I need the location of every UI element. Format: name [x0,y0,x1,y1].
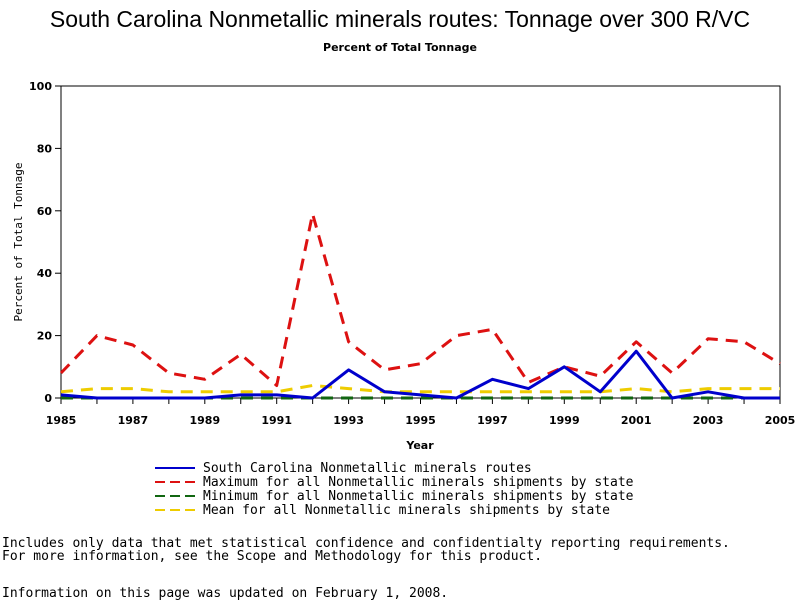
y-tick-label: 40 [37,267,53,280]
x-tick-label: 1985 [46,414,77,427]
y-tick-label: 60 [37,205,53,218]
x-tick-label: 1993 [333,414,364,427]
legend-item: Maximum for all Nonmetallic minerals shi… [155,475,633,489]
footnote-updated: Information on this page was updated on … [2,586,448,601]
legend-label: Mean for all Nonmetallic minerals shipme… [203,503,610,518]
legend-swatch [155,475,195,489]
x-tick-label: 2001 [621,414,652,427]
legend-item: Minimum for all Nonmetallic minerals shi… [155,489,633,503]
legend-item: South Carolina Nonmetallic minerals rout… [155,461,633,475]
x-tick-label: 1997 [477,414,508,427]
legend-swatch [155,503,195,517]
y-tick-label: 100 [29,80,52,93]
legend: South Carolina Nonmetallic minerals rout… [155,461,633,517]
x-tick-label: 2003 [693,414,724,427]
x-tick-label: 2005 [765,414,796,427]
x-axis-title: Year [405,439,434,452]
legend-swatch [155,489,195,503]
x-tick-label: 1989 [189,414,220,427]
x-tick-label: 1991 [261,414,292,427]
legend-label: Minimum for all Nonmetallic minerals shi… [203,489,633,504]
x-tick-label: 1987 [118,414,149,427]
y-axis: 0 20 40 60 80 100 [29,80,61,405]
plot-frame [61,86,780,398]
series-lines [61,214,780,398]
legend-label: Maximum for all Nonmetallic minerals shi… [203,475,633,490]
y-tick-label: 0 [44,392,52,405]
y-axis-title: Percent of Total Tonnage [12,163,25,322]
y-tick-label: 20 [37,330,53,343]
series-line-1 [61,214,780,386]
line-chart: 0 20 40 60 80 100 1985 1987 1989 1991 1993 1995 199… [0,0,800,460]
legend-swatch [155,461,195,475]
x-axis: 1985 1987 1989 1991 1993 1995 1997 1999 2001 2003… [46,398,796,427]
series-line-3 [61,386,780,392]
x-tick-label: 1995 [405,414,436,427]
legend-item: Mean for all Nonmetallic minerals shipme… [155,503,633,517]
y-tick-label: 80 [37,142,53,155]
legend-label: South Carolina Nonmetallic minerals rout… [203,461,532,476]
x-tick-label: 1999 [549,414,580,427]
footnote-methodology: For more information, see the Scope and … [2,549,542,564]
